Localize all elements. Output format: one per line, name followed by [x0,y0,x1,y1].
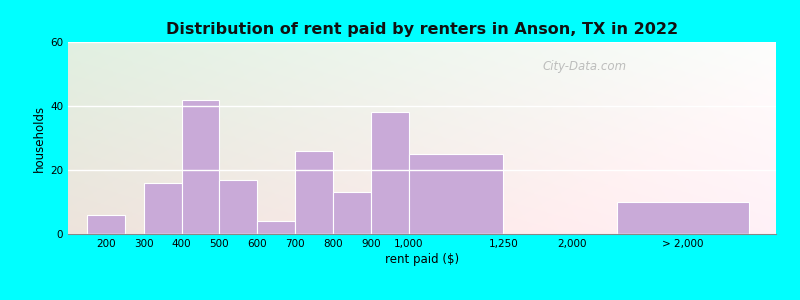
Bar [333,192,371,234]
Bar [144,183,182,234]
Bar [219,180,258,234]
Bar [87,215,125,234]
Y-axis label: households: households [33,104,46,172]
Bar [409,154,503,234]
Bar [258,221,295,234]
Bar [182,100,219,234]
Text: City-Data.com: City-Data.com [542,61,626,74]
X-axis label: rent paid ($): rent paid ($) [385,253,459,266]
Title: Distribution of rent paid by renters in Anson, TX in 2022: Distribution of rent paid by renters in … [166,22,678,37]
Bar [617,202,750,234]
Bar [371,112,409,234]
Bar [295,151,333,234]
